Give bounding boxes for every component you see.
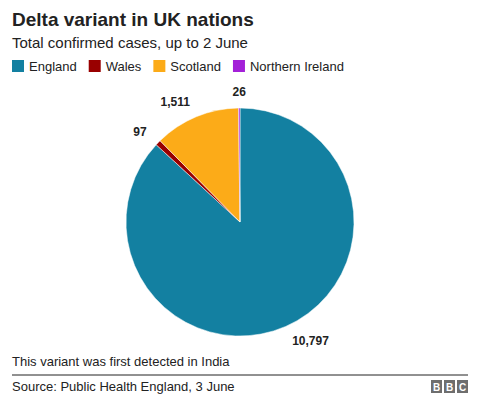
logo-text: BBC [433, 382, 466, 393]
data-label: 26 [232, 85, 246, 99]
logo-box [444, 380, 455, 393]
legend-label: Wales [106, 59, 142, 74]
pie-slice [160, 108, 240, 222]
footnote: This variant was first detected in India [12, 354, 230, 369]
logo-letter: B [433, 382, 440, 393]
legend-swatch [12, 60, 24, 72]
footer-rule [12, 375, 468, 376]
legend-label: Scotland [170, 59, 221, 74]
data-label: 97 [133, 125, 147, 139]
title: Delta variant in UK nations [12, 9, 254, 30]
logo: BBC [431, 380, 468, 393]
pie [126, 108, 354, 336]
chart-svg: Delta variant in UK nations Total confirm… [0, 0, 480, 407]
legend-label: England [29, 59, 77, 74]
legend: England Wales Scotland Northern Ireland [12, 59, 344, 74]
pie-slice [239, 108, 241, 222]
data-label: 10,797 [292, 334, 329, 348]
logo-box [431, 380, 442, 393]
logo-letter: C [459, 382, 466, 393]
legend-label: Northern Ireland [250, 59, 344, 74]
data-labels: 10,797 97 1,511 26 [133, 85, 329, 348]
data-label: 1,511 [161, 95, 191, 109]
logo-box [457, 380, 468, 393]
source: Source: Public Health England, 3 June [12, 379, 235, 394]
legend-swatch [233, 60, 245, 72]
logo-letter: B [446, 382, 453, 393]
pie-slice [126, 108, 354, 336]
subtitle: Total confirmed cases, up to 2 June [12, 34, 248, 51]
legend-swatch [89, 60, 101, 72]
legend-swatch [153, 60, 165, 72]
chart-container: Delta variant in UK nations Total confirm… [0, 0, 480, 407]
